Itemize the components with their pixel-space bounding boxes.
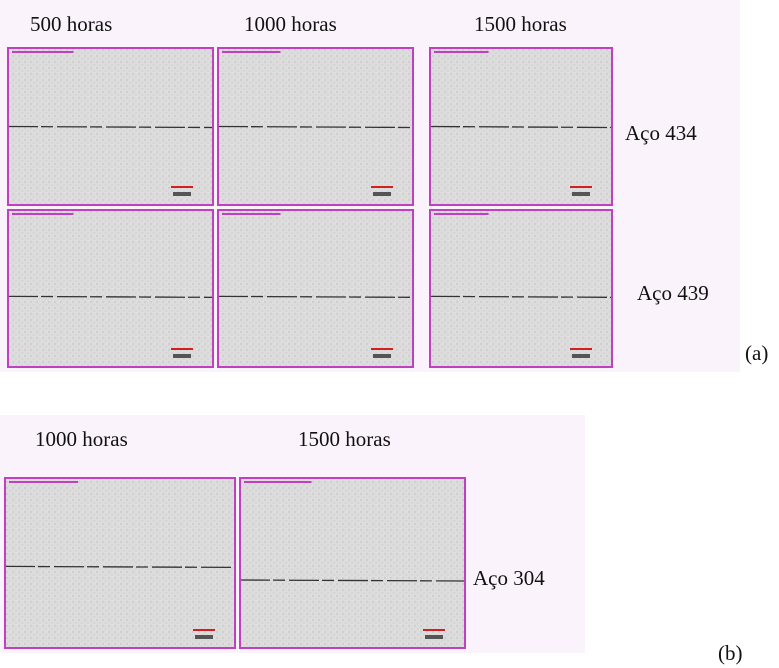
tag <box>12 51 74 53</box>
scale-text <box>173 192 191 196</box>
tag <box>434 213 489 215</box>
micrograph <box>8 210 213 367</box>
row-label: Aço 304 <box>473 566 545 590</box>
micrograph <box>218 210 413 367</box>
panel-a: 500 horas 1000 horas 1500 horas Aço 434 … <box>0 0 768 372</box>
row-label: Aço 434 <box>625 121 697 145</box>
row-label: Aço 439 <box>637 281 709 305</box>
column-header: 1000 horas <box>244 12 337 36</box>
micrograph <box>430 210 612 367</box>
tag <box>222 51 281 53</box>
scale-text <box>373 192 391 196</box>
tag <box>12 213 74 215</box>
panel-label: (b) <box>718 641 743 665</box>
micrograph <box>5 478 235 648</box>
micrograph <box>240 478 465 648</box>
column-header: 1500 horas <box>298 427 391 451</box>
tag <box>434 51 489 53</box>
scale-text <box>572 354 590 358</box>
scale-text <box>425 635 443 639</box>
tag <box>9 481 78 483</box>
column-header: 1500 horas <box>474 12 567 36</box>
column-header: 500 horas <box>30 12 112 36</box>
scale-text <box>373 354 391 358</box>
figure: 500 horas 1000 horas 1500 horas Aço 434 … <box>0 0 779 668</box>
panel-b: 1000 horas 1500 horas Aço 304 (b) <box>0 415 743 665</box>
panel-label: (a) <box>745 341 768 365</box>
column-header: 1000 horas <box>35 427 128 451</box>
tag <box>244 481 312 483</box>
micrographs <box>5 478 465 648</box>
scale-text <box>572 192 590 196</box>
scale-text <box>173 354 191 358</box>
scale-text <box>195 635 213 639</box>
tag <box>222 213 281 215</box>
